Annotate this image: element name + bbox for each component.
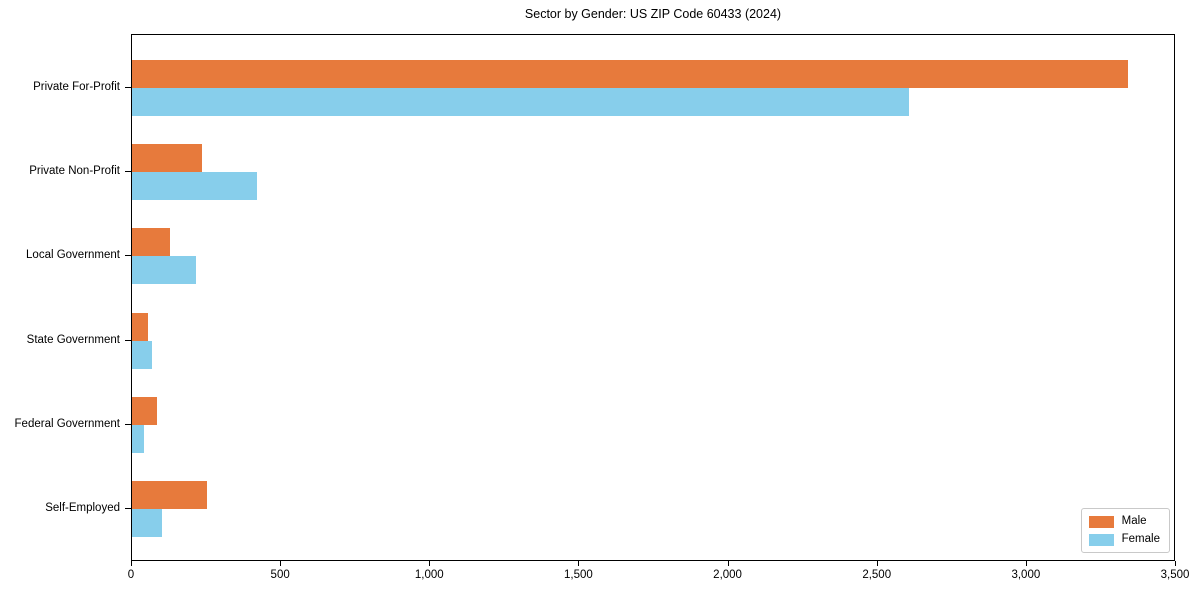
x-tick-label: 2,500 xyxy=(862,569,892,581)
y-category-label: Local Government xyxy=(26,249,120,262)
legend-item-female: Female xyxy=(1088,533,1160,546)
x-tick-label: 1,000 xyxy=(414,569,444,581)
x-tick xyxy=(727,561,729,566)
legend-label-female: Female xyxy=(1121,533,1160,545)
male-swatch-icon xyxy=(1088,515,1114,528)
y-tick xyxy=(125,86,131,88)
y-tick xyxy=(125,339,131,341)
bar-male xyxy=(132,59,1128,88)
bar-female xyxy=(132,172,258,201)
x-tick xyxy=(578,561,580,566)
y-category-label: Private Non-Profit xyxy=(29,165,120,178)
bar-female xyxy=(132,340,152,369)
plot-area: Male Female xyxy=(131,34,1175,561)
chart-title: Sector by Gender: US ZIP Code 60433 (202… xyxy=(524,7,782,21)
legend-label-male: Male xyxy=(1121,515,1147,527)
x-tick xyxy=(280,561,282,566)
x-tick-label: 500 xyxy=(270,569,290,581)
x-tick-label: 1,500 xyxy=(564,569,593,581)
y-tick xyxy=(125,423,131,425)
y-tick xyxy=(125,508,131,510)
x-tick xyxy=(1025,561,1027,566)
x-tick xyxy=(131,561,132,566)
bar-female xyxy=(132,87,910,116)
legend: Male Female xyxy=(1080,508,1170,553)
x-tick-label: 3,500 xyxy=(1160,569,1190,581)
bar-female xyxy=(132,424,144,453)
x-tick xyxy=(876,561,878,566)
legend-item-male: Male xyxy=(1088,515,1160,528)
y-tick xyxy=(125,255,131,257)
bar-female xyxy=(132,256,196,285)
x-tick xyxy=(429,561,431,566)
bar-male xyxy=(132,396,157,425)
y-tick xyxy=(125,171,131,173)
bar-male xyxy=(132,228,170,257)
x-tick xyxy=(1175,561,1176,566)
x-tick-label: 2,000 xyxy=(713,569,742,581)
bar-female xyxy=(132,509,162,538)
female-swatch-icon xyxy=(1088,533,1114,546)
y-category-label: Self-Employed xyxy=(45,502,120,515)
bar-male xyxy=(132,481,207,510)
y-category-label: Federal Government xyxy=(14,417,120,430)
y-category-label: State Government xyxy=(26,333,120,346)
x-tick-label: 0 xyxy=(127,569,135,581)
y-category-label: Private For-Profit xyxy=(33,80,120,93)
bar-male xyxy=(132,312,149,341)
x-tick-label: 3,000 xyxy=(1011,569,1041,581)
bar-male xyxy=(132,144,202,173)
